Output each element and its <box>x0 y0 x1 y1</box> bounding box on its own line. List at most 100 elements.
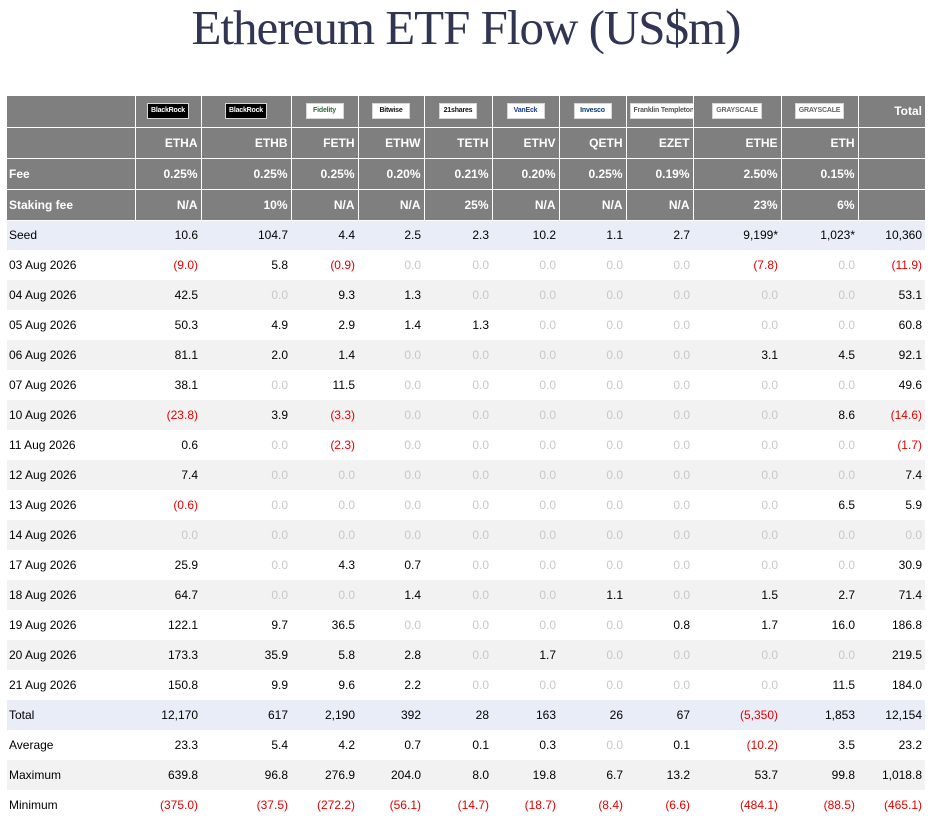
ticker-total-cell <box>858 127 925 159</box>
flow-cell: 10.6 <box>174 228 198 243</box>
flow-cell: 0.0 <box>761 678 778 692</box>
flow-cell: (9.0) <box>173 258 198 272</box>
flow-cell: 0.0 <box>606 648 623 662</box>
flow-cell: (56.1) <box>389 798 421 812</box>
fund-ticker: ETHE <box>693 127 782 159</box>
flow-cell: 2.7 <box>838 588 855 602</box>
flow-cell: 0.0 <box>404 438 421 452</box>
flow-cell: 0.0 <box>271 438 288 452</box>
flow-cell: 0.0 <box>673 558 690 572</box>
flow-cell: 0.0 <box>472 588 489 602</box>
flow-cell: (37.5) <box>256 798 288 812</box>
flow-cell: 2.5 <box>404 228 421 243</box>
fund-logo: BlackRock <box>147 103 189 120</box>
flow-cell: 0.7 <box>404 738 421 752</box>
row-label: 06 Aug 2026 <box>9 348 77 362</box>
flow-cell: 3.1 <box>761 348 778 362</box>
flow-cell: 0.0 <box>472 528 489 542</box>
row-total-cell: (1.7) <box>897 438 922 452</box>
daily-flow-row: 12 Aug 2026 7.4 0.0 0.0 0.0 0.0 0.0 0.0 0.0 0.0 0.… <box>7 460 925 490</box>
fund-fee: 0.25% <box>559 158 627 190</box>
flow-cell: 0.0 <box>606 438 623 452</box>
flow-cell: (6.6) <box>665 798 690 812</box>
row-label: 14 Aug 2026 <box>9 528 77 542</box>
flow-cell: 0.0 <box>472 408 489 422</box>
flow-cell: 0.0 <box>472 258 489 272</box>
row-total-cell: 30.9 <box>898 558 922 572</box>
flow-cell: 0.0 <box>673 258 690 272</box>
flow-cell: 0.0 <box>838 468 855 482</box>
fund-ticker: ETHW <box>358 127 425 159</box>
flow-cell: 1.3 <box>404 288 421 302</box>
flow-cell: 0.0 <box>606 348 623 362</box>
flow-cell: (18.7) <box>524 798 556 812</box>
flow-cell: 0.0 <box>338 498 355 512</box>
row-total-cell: (465.1) <box>883 798 922 812</box>
flow-cell: 0.0 <box>472 378 489 392</box>
fund-staking-fee: N/A <box>559 189 627 221</box>
fund-ticker: FETH <box>291 127 359 159</box>
flow-cell: 0.6 <box>181 438 198 452</box>
flow-cell: 0.0 <box>539 558 556 572</box>
flow-cell: 617 <box>267 708 288 722</box>
flow-cell: 0.3 <box>539 738 556 752</box>
fund-fee: 2.50% <box>693 158 782 190</box>
row-total-cell: 23.2 <box>898 738 922 752</box>
etf-flow-table: BlackRock BlackRock Fidelity Bitwise 21share… <box>7 96 925 820</box>
flow-cell: 0.0 <box>673 318 690 332</box>
flow-cell: 276.9 <box>324 768 355 782</box>
fund-logo-cell: BlackRock <box>135 96 202 128</box>
flow-cell: 0.0 <box>404 618 421 632</box>
flow-cell: (2.3) <box>330 438 355 452</box>
flow-cell: 0.0 <box>673 288 690 302</box>
flow-cell: 1.7 <box>761 618 778 632</box>
flow-cell: 0.0 <box>606 618 623 632</box>
fund-ticker: ETHA <box>135 127 202 159</box>
fund-fee: 0.15% <box>781 158 859 190</box>
fund-logo-cell: Invesco <box>559 96 627 128</box>
row-total-cell: 10,360 <box>885 228 922 243</box>
flow-cell: 8.6 <box>838 408 855 422</box>
row-label: Minimum <box>9 798 58 812</box>
flow-cell: 2.0 <box>271 348 288 362</box>
fund-staking-fee: N/A <box>135 189 202 221</box>
flow-cell: (5,350) <box>739 708 778 722</box>
flow-cell: 4.3 <box>338 558 355 572</box>
row-label: 12 Aug 2026 <box>9 468 77 482</box>
flow-cell: 0.0 <box>472 618 489 632</box>
flow-cell: (272.2) <box>316 798 355 812</box>
row-label: 11 Aug 2026 <box>9 438 76 452</box>
row-total-cell: 0.0 <box>905 528 922 542</box>
flow-cell: 0.0 <box>606 288 623 302</box>
fund-logo-cell: BlackRock <box>201 96 292 128</box>
flow-cell: 4.2 <box>338 738 355 752</box>
flow-cell: 0.0 <box>539 588 556 602</box>
fund-staking-fee: N/A <box>291 189 359 221</box>
daily-flow-row: 05 Aug 2026 50.3 4.9 2.9 1.4 1.3 0.0 0.0 0.0 0.0 0… <box>7 310 925 340</box>
flow-cell: 0.0 <box>761 528 778 542</box>
flow-cell: 0.0 <box>539 258 556 272</box>
flow-cell: 4.5 <box>838 348 855 362</box>
flow-cell: 0.0 <box>606 318 623 332</box>
flow-cell: 0.0 <box>404 378 421 392</box>
flow-cell: 0.0 <box>271 378 288 392</box>
flow-cell: 81.1 <box>174 348 198 362</box>
flow-cell: 6.5 <box>838 498 855 512</box>
flow-cell: 4.4 <box>338 228 355 243</box>
row-total-cell: 219.5 <box>891 648 922 662</box>
flow-cell: 0.0 <box>338 588 355 602</box>
flow-cell: 0.0 <box>404 258 421 272</box>
flow-cell: 0.0 <box>838 318 855 332</box>
flow-cell: 0.0 <box>761 648 778 662</box>
flow-cell: 0.0 <box>673 648 690 662</box>
fund-staking-fee: 23% <box>693 189 782 221</box>
flow-cell: 0.0 <box>673 468 690 482</box>
flow-cell: 0.0 <box>761 558 778 572</box>
flow-cell: 0.0 <box>271 558 288 572</box>
summary-row: Maximum 639.8 96.8 276.9 204.0 8.0 19.8 6.7 13.2… <box>7 760 925 790</box>
flow-cell: 1.4 <box>404 318 421 332</box>
flow-cell: 2.8 <box>404 648 421 662</box>
flow-cell: 53.7 <box>754 768 778 782</box>
flow-cell: (484.1) <box>739 798 778 812</box>
flow-cell: 0.0 <box>761 378 778 392</box>
